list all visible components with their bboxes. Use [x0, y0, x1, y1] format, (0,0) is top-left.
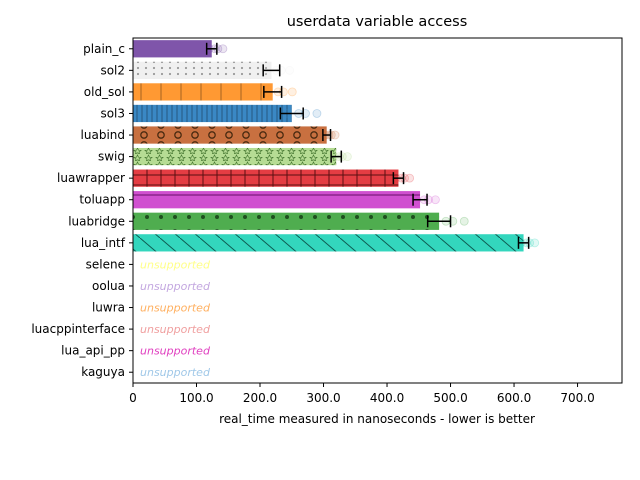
unsupported-label-oolua: unsupported: [140, 280, 211, 293]
chart-title: userdata variable access: [287, 14, 468, 30]
sample-point: [342, 152, 352, 161]
bar-sol2: [133, 61, 272, 79]
plot-frame: [132, 37, 623, 384]
unsupported-label-kaguya: unsupported: [140, 366, 211, 379]
unsupported-label-luwra: unsupported: [140, 302, 211, 315]
error-bar-sol3: [279, 107, 304, 120]
error-bar-luabind: [322, 129, 332, 142]
sample-point: [312, 109, 322, 118]
x-tick-label: 100.0: [179, 391, 213, 405]
y-tick-label-selene: selene: [86, 257, 125, 271]
y-tick-label-oolua: oolua: [92, 279, 125, 293]
unsupported-label-selene: unsupported: [140, 258, 211, 271]
y-tick-label-luawrapper: luawrapper: [57, 171, 125, 185]
x-tick-label: 0: [129, 391, 137, 405]
x-tick-label: 400.0: [370, 391, 404, 405]
x-tick-label: 600.0: [497, 391, 531, 405]
y-tick-label-luabind: luabind: [81, 128, 125, 142]
y-tick-label-swig: swig: [98, 150, 125, 164]
y-tick-label-sol2: sol2: [100, 63, 125, 77]
error-bar-luabridge: [426, 215, 452, 228]
bars-layer: unsupported unsupported unsupported unsuppo…: [133, 40, 540, 379]
x-axis-label: real_time measured in nanoseconds - lowe…: [219, 412, 535, 426]
sample-point: [530, 238, 540, 248]
y-tick-label-luabridge: luabridge: [68, 214, 125, 228]
x-tick-label: 500.0: [433, 391, 467, 405]
sample-point: [218, 44, 228, 54]
y-tick-label-toluapp: toluapp: [79, 193, 125, 207]
y-tick-label-luacppinterface: luacppinterface: [31, 322, 125, 336]
samples-lua_intf: [516, 238, 540, 248]
error-bar-luawrapper: [392, 172, 405, 185]
bar-luawrapper: [133, 169, 399, 187]
y-tick-label-lua_api_pp: lua_api_pp: [61, 344, 125, 358]
sample-point: [287, 87, 297, 97]
y-tick-label-lua_intf: lua_intf: [81, 236, 126, 250]
bar-luabind: [133, 126, 327, 144]
x-axis: 0 100.0 200.0 300.0 400.0 500.0 600.0 700.0: [129, 383, 595, 405]
y-tick-label-luwra: luwra: [92, 301, 125, 315]
y-tick-label-plain_c: plain_c: [83, 42, 125, 56]
bar-sol3: [133, 104, 292, 123]
y-axis: plain_c sol2 old_sol sol3 luabind swig luawrap…: [31, 42, 133, 379]
error-bar-swig: [330, 150, 343, 163]
bar-lua_intf: [133, 234, 524, 252]
error-bar-plain_c: [205, 42, 218, 55]
sample-point: [285, 65, 295, 75]
sample-point: [459, 216, 469, 226]
sample-point: [431, 195, 440, 205]
error-bar-toluapp: [412, 193, 428, 206]
unsupported-label-lua_api_pp: unsupported: [140, 345, 211, 358]
x-tick-label: 700.0: [560, 391, 594, 405]
bar-luabridge: [133, 212, 440, 230]
bar-plain_c: [133, 40, 212, 58]
error-bar-old_sol: [263, 85, 283, 98]
unsupported-label-luacppinterface: unsupported: [140, 323, 211, 336]
sample-point: [330, 130, 340, 140]
bar-swig: [133, 147, 337, 166]
bar-old_sol: [133, 83, 273, 101]
x-tick-label: 300.0: [306, 391, 340, 405]
bar-toluapp: [133, 191, 421, 209]
y-tick-label-sol3: sol3: [100, 106, 125, 120]
error-bar-sol2: [262, 64, 281, 77]
sample-point: [405, 173, 415, 183]
error-bar-lua_intf: [517, 236, 530, 249]
x-tick-label: 200.0: [243, 391, 277, 405]
y-tick-label-old_sol: old_sol: [84, 85, 125, 99]
y-tick-label-kaguya: kaguya: [81, 365, 125, 379]
